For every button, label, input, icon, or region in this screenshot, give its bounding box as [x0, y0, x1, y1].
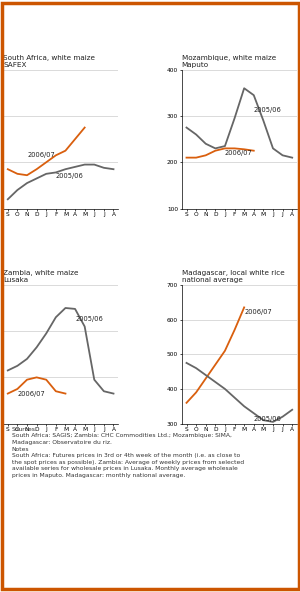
Text: Sources
South Africa: SAGIS; Zambia: CHC Commodities Ltd.; Mozambique: SIMA,
Mad: Sources South Africa: SAGIS; Zambia: CHC… [12, 427, 244, 478]
Text: Figure 1.: Figure 1. [15, 28, 70, 38]
Text: 2005/06: 2005/06 [254, 416, 281, 422]
Text: 2005/06: 2005/06 [254, 107, 281, 113]
Text: 2006/07: 2006/07 [244, 310, 272, 316]
Text: 2005/06: 2005/06 [75, 316, 103, 322]
Text: 2006/07: 2006/07 [27, 152, 55, 157]
Text: Madagascar, local white rice
national average: Madagascar, local white rice national av… [182, 270, 284, 283]
Text: 2006/07: 2006/07 [17, 391, 45, 397]
Text: 2006/07: 2006/07 [225, 150, 253, 156]
Text: 2005/06: 2005/06 [56, 172, 84, 179]
Text: Zambia, white maize
Lusaka: Zambia, white maize Lusaka [3, 270, 79, 283]
Text: Wholesale prices of white maize and
rice in selected markets (US dollars per ton: Wholesale prices of white maize and rice… [60, 22, 300, 44]
Text: Mozambique, white maize
Maputo: Mozambique, white maize Maputo [182, 55, 276, 68]
Text: South Africa, white maize
SAFEX: South Africa, white maize SAFEX [3, 55, 95, 68]
